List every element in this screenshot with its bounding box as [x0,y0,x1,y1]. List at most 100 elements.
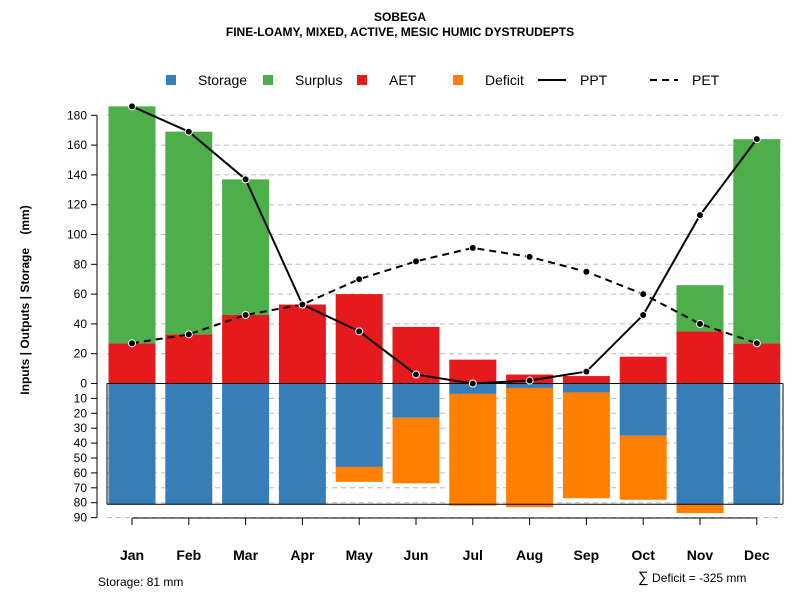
pet-point [752,339,761,348]
storage-bar [222,383,270,505]
storage-bar [278,383,326,505]
deficit-bar [562,392,610,499]
y-tick-label: 20 [74,406,88,420]
y-tick-label: 30 [74,421,88,435]
storage-bar [562,383,610,393]
ppt-point [582,367,591,376]
x-tick-label: Dec [744,547,770,563]
y-tick-label: 80 [74,257,88,271]
storage-bar [619,383,667,436]
ppt-point [525,376,534,385]
legend-label: Surplus [295,72,342,88]
y-tick-label: 120 [67,198,87,212]
y-tick-label: 160 [67,138,87,152]
surplus-bar [165,131,213,335]
pet-point [468,243,477,252]
ppt-point [639,310,648,319]
surplus-bar [222,179,270,315]
aet-bar [165,334,213,384]
x-tick-label: Jan [120,547,144,563]
x-tick-label: Nov [687,547,714,563]
ppt-point [298,300,307,309]
ppt-point [184,127,193,136]
ppt-point [752,135,761,144]
y-tick-label: 180 [67,108,87,122]
aet-bar [733,343,781,384]
y-tick-label: 140 [67,168,87,182]
x-tick-label: Aug [516,547,543,563]
ppt-point [412,370,420,379]
pet-point [582,267,591,276]
pet-point [639,290,648,299]
x-tick-label: May [346,547,373,563]
storage-bar [335,383,383,467]
y-tick-label: 40 [74,317,88,331]
legend-swatch [166,75,176,85]
legend-swatch [357,75,367,85]
deficit-bar [676,504,724,514]
legend-label: AET [389,72,417,88]
ppt-line [131,105,758,385]
y-tick-label: 40 [74,436,88,450]
aet-bar [449,359,497,384]
ppt-point [355,327,364,336]
deficit-bar [449,393,497,506]
pet-point [184,330,193,339]
y-axis-label: Inputs | Outputs | Storage (mm) [18,205,32,394]
y-tick-label: 20 [74,347,88,361]
storage-bar [108,383,156,505]
ppt-point [696,211,704,220]
aet-bar [562,376,610,384]
sum-symbol: ∑ [638,569,649,586]
pet-point [412,257,420,266]
aet-bar [278,304,326,384]
y-tick-label: 10 [74,391,88,405]
y-tick-label: 80 [74,496,88,510]
y-tick-label: 70 [74,481,88,495]
aet-bar [335,294,383,384]
x-tick-label: Jul [463,547,483,563]
x-tick-label: Oct [632,547,656,563]
x-tick-label: Feb [176,547,201,563]
chart-subtitle: FINE-LOAMY, MIXED, ACTIVE, MESIC HUMIC D… [225,25,575,39]
x-tick-label: Apr [290,547,315,563]
y-tick-label: 90 [74,511,88,525]
aet-bar [222,314,270,384]
y-tick-label: 100 [67,228,87,242]
ppt-point [468,379,477,388]
y-tick-label: 60 [74,287,88,301]
surplus-bar [108,106,156,344]
storage-bar [165,383,213,505]
pet-point [128,339,136,348]
pet-point [525,252,534,261]
pet-point [241,310,250,319]
pet-point [355,275,364,284]
legend-swatch [263,75,273,85]
storage-bar [449,383,497,394]
y-tick-label: 50 [74,451,88,465]
chart-title: SOBEGA [373,10,426,24]
aet-bar [619,356,667,384]
y-tick-label: 0 [80,377,87,391]
storage-footnote: Storage: 81 mm [98,575,184,589]
storage-bar [506,383,554,388]
ppt-point [241,175,250,184]
y-tick-label: 60 [74,466,88,480]
deficit-footnote-text: Deficit = -325 mm [652,571,747,585]
deficit-bar [335,466,383,482]
x-tick-label: Jun [404,547,429,563]
aet-bar [676,331,724,384]
storage-bar [392,383,440,418]
legend-label: Storage [198,72,247,88]
aet-bar [108,343,156,384]
deficit-bar [619,435,667,500]
surplus-bar [733,139,781,344]
deficit-bar [506,387,554,508]
storage-bar [676,383,724,505]
x-tick-label: Mar [233,547,258,563]
ppt-point [128,102,136,111]
x-tick-label: Sep [574,547,600,563]
legend-label: PPT [580,72,608,88]
legend-label: PET [692,72,720,88]
